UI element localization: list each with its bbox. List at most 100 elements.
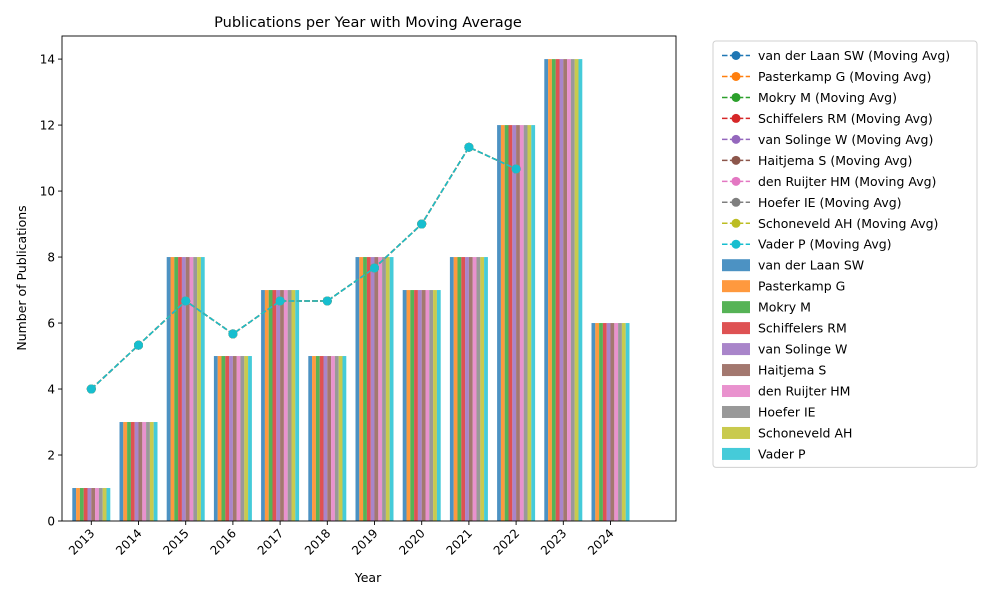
moving-average-point: [228, 329, 238, 339]
bar: [570, 59, 575, 521]
bar: [421, 290, 426, 521]
legend-marker: [731, 155, 741, 165]
bar: [72, 488, 77, 521]
bar: [402, 290, 407, 521]
bar: [366, 257, 371, 521]
bar: [472, 257, 477, 521]
bar: [389, 257, 394, 521]
bar: [567, 59, 571, 521]
bar: [551, 59, 556, 521]
legend-label: Pasterkamp G (Moving Avg): [758, 69, 931, 84]
bar: [138, 422, 143, 521]
bar: [76, 488, 80, 521]
x-tick-label: 2020: [396, 526, 427, 557]
bar: [153, 422, 158, 521]
bar: [236, 356, 241, 521]
legend-marker: [731, 51, 741, 60]
moving-average-point: [86, 384, 96, 394]
bar: [127, 422, 131, 521]
chart-title: Publications per Year with Moving Averag…: [214, 15, 522, 31]
legend-marker: [731, 218, 741, 228]
legend-marker: [731, 134, 741, 144]
bar: [106, 488, 111, 521]
bar: [425, 290, 430, 521]
legend-bar-swatch: [722, 343, 750, 356]
legend-label: Vader P (Moving Avg): [758, 237, 892, 252]
bar: [130, 422, 135, 521]
y-tick-label: 8: [47, 251, 55, 265]
legend-label: den Ruijter HM (Moving Avg): [758, 174, 936, 189]
legend-marker: [731, 92, 741, 102]
legend-bar-swatch: [722, 301, 750, 314]
legend-bar-swatch: [722, 405, 750, 418]
bar: [606, 323, 611, 521]
bar: [574, 59, 579, 521]
bar: [504, 125, 509, 521]
x-tick-label: 2015: [160, 526, 191, 557]
bar: [225, 356, 230, 521]
bar: [359, 257, 364, 521]
legend-marker: [731, 113, 741, 123]
bar: [280, 290, 284, 521]
bar: [480, 257, 485, 521]
legend-label: Pasterkamp G: [758, 279, 845, 294]
legend-bar-swatch: [722, 280, 750, 293]
bar: [527, 125, 532, 521]
legend-marker: [731, 176, 741, 186]
bar: [342, 356, 347, 521]
bar: [170, 257, 175, 521]
legend-bar-swatch: [722, 426, 750, 439]
plot-frame: [61, 35, 677, 522]
y-tick-label: 12: [40, 119, 55, 133]
bar: [449, 257, 454, 521]
bar: [417, 290, 422, 521]
legend-label: Schoneveld AH: [758, 425, 852, 440]
x-tick-label: 2014: [113, 526, 144, 557]
legend-frame: [712, 40, 978, 468]
bar: [185, 257, 190, 521]
legend-label: Mokry M (Moving Avg): [758, 90, 897, 105]
bar: [610, 323, 615, 521]
moving-average-point: [275, 296, 285, 306]
legend-label: van Solinge W (Moving Avg): [758, 132, 933, 147]
bar: [548, 59, 552, 521]
bar: [240, 356, 245, 521]
bar: [166, 257, 171, 521]
legend-label: Schiffelers RM (Moving Avg): [758, 111, 933, 126]
bar: [181, 257, 186, 521]
bar: [433, 290, 437, 521]
legend-label: Hoefer IE: [758, 404, 816, 419]
bar: [197, 257, 201, 521]
bar: [602, 323, 607, 521]
bar: [229, 356, 233, 521]
legend-bar-swatch: [722, 447, 750, 460]
x-axis-label: Year: [354, 570, 382, 585]
bar: [508, 125, 513, 521]
legend-label: Vader P: [758, 446, 806, 461]
bar: [429, 290, 434, 521]
moving-average-point: [181, 296, 191, 306]
bar: [268, 290, 273, 521]
bar: [599, 323, 603, 521]
y-tick-label: 6: [47, 317, 55, 331]
y-tick-label: 4: [47, 383, 55, 397]
legend-label: Schiffelers RM: [758, 321, 847, 336]
bar: [79, 488, 84, 521]
legend-marker: [731, 71, 741, 81]
y-tick-label: 10: [40, 185, 55, 199]
bar: [621, 323, 626, 521]
bar: [98, 488, 103, 521]
bar: [578, 59, 583, 521]
bar: [134, 422, 139, 521]
bar: [95, 488, 99, 521]
bar: [512, 125, 517, 521]
bars-layer: [72, 59, 630, 521]
x-tick-label: 2013: [66, 526, 97, 557]
bar: [497, 125, 501, 521]
legend-label: van Solinge W: [758, 342, 847, 357]
bar: [331, 356, 335, 521]
bar: [436, 290, 441, 521]
bar: [319, 356, 324, 521]
bar: [591, 323, 596, 521]
bar: [484, 257, 488, 521]
